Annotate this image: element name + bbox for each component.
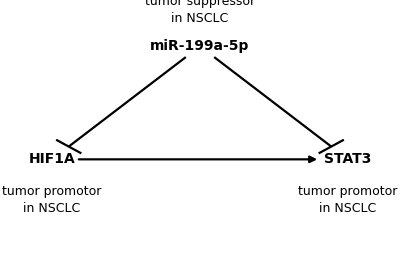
Text: tumor promotor
in NSCLC: tumor promotor in NSCLC	[2, 186, 102, 215]
Text: miR-199a-5p: miR-199a-5p	[150, 39, 250, 53]
Text: STAT3: STAT3	[324, 152, 372, 166]
Text: HIF1A: HIF1A	[29, 152, 75, 166]
Text: tumor promotor
in NSCLC: tumor promotor in NSCLC	[298, 186, 398, 215]
Text: tumor suppressor
in NSCLC: tumor suppressor in NSCLC	[145, 0, 255, 25]
